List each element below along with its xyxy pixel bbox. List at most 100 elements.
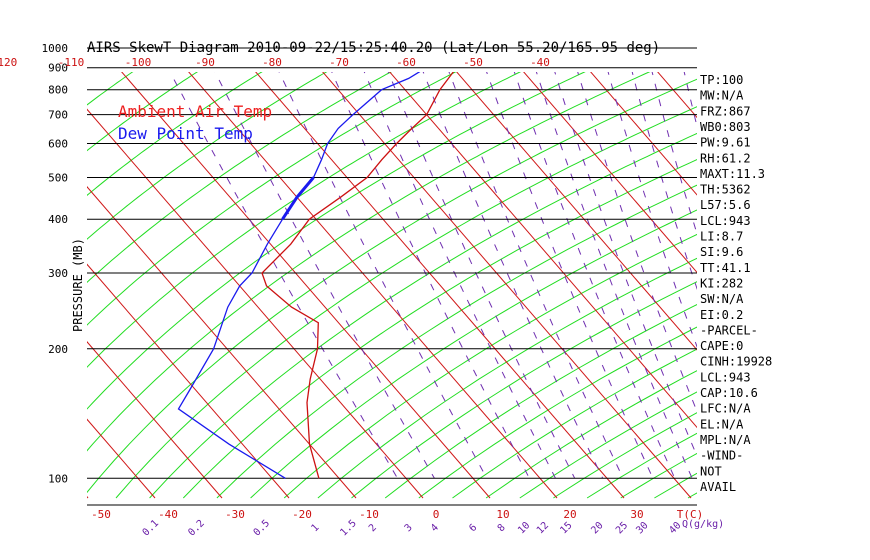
pressure-tick-label: 1000 <box>42 42 69 55</box>
side-panel-stat: NOT <box>700 464 722 478</box>
top-temp-tick-label: -70 <box>329 56 349 69</box>
isotherm <box>389 72 697 429</box>
dry-adiabat <box>351 281 697 499</box>
mixing-ratio-label: 1 <box>309 522 321 534</box>
side-panel-stat: EL:N/A <box>700 417 744 431</box>
dew-point-emphasis <box>281 176 315 221</box>
mixing-ratio-lines <box>169 72 697 479</box>
side-panel-stat: EI:0.2 <box>700 308 743 322</box>
side-panel-stat: MAXT:11.3 <box>700 167 765 181</box>
side-panel-stat: AVAIL <box>700 480 736 494</box>
dry-adiabat <box>182 159 697 499</box>
pressure-tick-label: 200 <box>48 343 68 356</box>
isotherm <box>87 108 424 499</box>
isotherm <box>657 72 697 119</box>
pressure-tick-label: 600 <box>48 137 68 150</box>
mixing-ratio-line <box>278 72 488 479</box>
mixing-ratio-line <box>486 72 654 479</box>
mixing-ratio-label: 4 <box>429 522 441 534</box>
bottom-temp-tick-labels: -50 -40 -30 -20 -10 0 10 20 30 T(C) <box>91 508 703 521</box>
side-panel-stat: TP:100 <box>700 73 743 87</box>
mixing-ratio-label: 0.5 <box>252 518 273 539</box>
legend-dew-point-temp: Dew Point Temp <box>118 124 253 143</box>
mixing-ratio-line <box>577 72 697 413</box>
mixing-ratio-label: 2 <box>367 522 379 534</box>
sounding-series <box>177 72 455 479</box>
isotherm <box>456 72 697 351</box>
side-panel-stat: KI:282 <box>700 276 743 290</box>
mixing-ratio-label: 0.1 <box>141 518 162 539</box>
mixing-ratio-label: 25 <box>614 520 630 536</box>
mixing-ratio-label: 12 <box>535 520 551 536</box>
isotherms <box>0 37 870 499</box>
bottom-temp-tick-label: -30 <box>225 508 245 521</box>
side-panel-stat: MPL:N/A <box>700 433 751 447</box>
isotherm <box>121 72 491 499</box>
side-panel-stat: RH:61.2 <box>700 151 751 165</box>
mixing-ratio-labels: 0.1 0.2 0.5 1 1.5 2 3 4 6 8 10 12 15 20 25 30 40Q(g/kg) <box>141 518 725 539</box>
mixing-ratio-label: 10 <box>516 520 532 536</box>
top-temp-tick-label: -50 <box>463 56 483 69</box>
dry-adiabat <box>317 257 697 499</box>
legend: Ambient Air Temp Dew Point Temp <box>118 102 272 143</box>
side-panel-stat: CAPE:0 <box>700 339 743 353</box>
pressure-tick-label: 800 <box>48 84 68 97</box>
isotherm <box>762 37 870 498</box>
bottom-temp-tick-label: -20 <box>292 508 312 521</box>
side-panel-stat: -PARCEL- <box>700 323 758 337</box>
top-temp-tick-label: -90 <box>195 56 215 69</box>
side-panel-stat: TH:5362 <box>700 183 751 197</box>
side-panel-stat: CAP:10.6 <box>700 386 758 400</box>
isotherm <box>523 72 697 274</box>
dry-adiabat <box>87 72 651 452</box>
isotherm <box>322 72 692 499</box>
dry-adiabat <box>87 72 263 196</box>
dry-adiabat <box>87 78 697 494</box>
dry-adiabat <box>384 303 697 499</box>
isobars <box>87 47 697 506</box>
top-temp-tick-label: -60 <box>396 56 416 69</box>
dry-adiabat <box>149 132 697 499</box>
dry-adiabat <box>283 233 697 499</box>
isotherm <box>188 72 558 499</box>
dry-adiabat <box>250 209 697 499</box>
side-panel-stat: L57:5.6 <box>700 198 751 212</box>
top-temp-tick-label: -40 <box>530 56 550 69</box>
pressure-tick-label: 700 <box>48 109 68 122</box>
dry-adiabat <box>755 37 870 498</box>
mixing-ratio-label: 15 <box>558 520 574 536</box>
mixing-ratio-line <box>631 72 697 291</box>
pressure-tick-label: 300 <box>48 267 68 280</box>
dry-adiabat <box>115 106 697 499</box>
top-temp-tick-label: -110 <box>58 56 85 69</box>
side-panel-stat: SI:9.6 <box>700 245 743 259</box>
side-panel-stat: -WIND- <box>700 449 743 463</box>
dry-adiabat <box>519 391 697 499</box>
pressure-tick-label: 900 <box>48 62 68 75</box>
pressure-tick-label: 100 <box>48 472 68 485</box>
isotherm <box>0 37 21 498</box>
bottom-temp-tick-label: -50 <box>91 508 111 521</box>
dry-adiabat <box>87 72 586 410</box>
bottom-temp-tick-label: -40 <box>158 508 178 521</box>
isotherm <box>590 72 697 196</box>
dry-adiabat <box>87 72 457 326</box>
isotherm <box>87 186 357 499</box>
isotherm <box>87 418 156 499</box>
dry-adiabat <box>87 72 328 240</box>
side-panel-stat: WB0:803 <box>700 120 751 134</box>
isotherm <box>255 72 625 499</box>
mixing-ratio-label: 3 <box>403 522 415 534</box>
mixing-ratio-label: 6 <box>467 522 479 534</box>
mixing-ratio-line <box>607 72 697 349</box>
mixing-ratio-label: 8 <box>496 522 508 534</box>
side-panel-stat: CINH:19928 <box>700 355 772 369</box>
y-axis-label: PRESSURE (MB) <box>71 238 85 332</box>
bottom-temp-tick-label: 20 <box>563 508 576 521</box>
top-temp-tick-label: -80 <box>262 56 282 69</box>
bottom-temp-tick-label: -10 <box>359 508 379 521</box>
mixing-ratio-unit: Q(g/kg) <box>682 519 724 530</box>
legend-ambient-air-temp: Ambient Air Temp <box>118 102 272 121</box>
